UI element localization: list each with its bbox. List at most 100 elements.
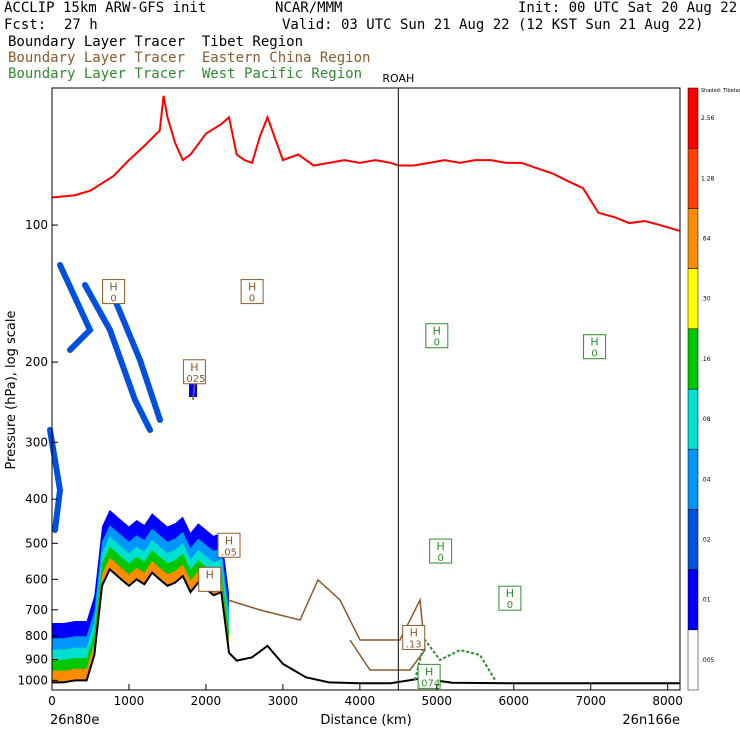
plume-band-4 xyxy=(52,557,230,683)
max-label-value-9: 0 xyxy=(437,553,443,564)
max-label-box-1 xyxy=(240,279,264,305)
colorbar-label-4: .08 xyxy=(701,416,711,423)
max-label-h-8: H xyxy=(590,336,598,349)
y-tick-label-0: 100 xyxy=(25,218,48,232)
y-tick-label-7: 800 xyxy=(25,629,48,643)
max-label-value-6: .074 xyxy=(418,678,440,689)
colorbar-label-9: 2.56 xyxy=(701,115,715,122)
x-tick-label-6: 6000 xyxy=(498,694,529,708)
init-time: Init: 00 UTC Sat 20 Aug 22 xyxy=(518,0,738,16)
max-label-box-5 xyxy=(402,624,426,650)
colorbar-label-1: .01 xyxy=(701,597,711,604)
org-label: NCAR/MMM xyxy=(275,0,343,16)
x-tick-label-0: 0 xyxy=(48,694,56,708)
fcst-label: Fcst: xyxy=(4,17,47,33)
colorbar-swatch-0 xyxy=(687,629,699,691)
tropopause-path xyxy=(51,95,681,232)
y-tick-label-9: 1000 xyxy=(17,673,48,687)
x-axis: 0 1000 2000 3000 4000 5000 6000 7000 8000 xyxy=(48,684,683,708)
x-tick-label-8: 8000 xyxy=(652,694,683,708)
colorbar-swatch-4 xyxy=(687,388,699,450)
x-axis-label: Distance (km) xyxy=(320,713,411,728)
y-tick-label-6: 700 xyxy=(25,603,48,617)
valid-time: Valid: 03 UTC Sun 21 Aug 22 (12 KST Sun … xyxy=(282,17,704,33)
legend-tibet: Boundary Layer Tracer Tibet Region xyxy=(8,34,304,50)
colorbar-label-5: .16 xyxy=(701,356,711,363)
legend-west-pacific: Boundary Layer Tracer West Pacific Regio… xyxy=(8,66,363,82)
model-title: ACCLIP 15km ARW-GFS init xyxy=(4,0,207,16)
max-label-h-2: H xyxy=(190,361,198,374)
station-name: ROAH xyxy=(382,72,414,85)
endpoint-left: 26n80e xyxy=(50,713,99,728)
y-tick-label-2: 300 xyxy=(25,435,48,449)
max-label-box-8 xyxy=(583,334,607,360)
plot-frame xyxy=(51,87,681,691)
y-tick-label-4: 500 xyxy=(25,536,48,550)
max-label-box-9 xyxy=(429,538,453,564)
colorbar-swatch-9 xyxy=(687,87,699,149)
max-label-value-0: 0 xyxy=(110,294,116,305)
tracer-filament-1 xyxy=(82,282,153,433)
colorbar-swatch-1 xyxy=(687,569,699,631)
colorbar-label-8: 1.28 xyxy=(701,175,715,182)
max-label-h-1: H xyxy=(248,281,256,294)
west-pacific-contour xyxy=(414,637,496,681)
max-label-box-4 xyxy=(198,566,222,592)
y-tick-label-5: 600 xyxy=(25,572,48,586)
x-tick-label-2: 2000 xyxy=(191,694,222,708)
tracer-plume xyxy=(47,262,230,683)
max-label-value-10: 0 xyxy=(507,600,513,611)
x-tick-label-5: 5000 xyxy=(422,694,453,708)
tracer-filament-3 xyxy=(47,427,64,533)
tracer-contours xyxy=(191,359,496,681)
tracer-filament-2 xyxy=(112,297,163,423)
colorbar-label-2: .02 xyxy=(701,537,711,544)
max-label-h-7: H xyxy=(433,325,441,338)
max-label-h-6: H xyxy=(425,665,433,678)
max-label-value-5: .13 xyxy=(406,639,422,650)
max-label-h-4: H xyxy=(206,568,214,581)
colorbar-swatch-5 xyxy=(687,328,699,390)
colorbar-swatch-8 xyxy=(687,147,699,209)
y-tick-label-3: 400 xyxy=(25,492,48,506)
terrain-line xyxy=(52,567,680,685)
max-label-box-3 xyxy=(217,532,241,558)
colorbar-swatch-3 xyxy=(687,448,699,510)
station-marker: ROAH xyxy=(382,72,414,690)
colorbar-swatch-2 xyxy=(687,509,699,570)
max-label-value-1: 0 xyxy=(249,294,255,305)
fcst-value: 27 h xyxy=(64,17,98,33)
x-tick-label-7: 7000 xyxy=(575,694,606,708)
max-label-h-5: H xyxy=(410,626,418,639)
colorbar-label-0: .005 xyxy=(701,657,715,664)
x-tick-label-1: 1000 xyxy=(114,694,145,708)
y-tick-label-8: 900 xyxy=(25,653,48,667)
max-label-box-6 xyxy=(417,663,441,689)
colorbar: .005 .01 .02 .04 .08 .16 .30 .64 1.28 2.56 Shaded:… xyxy=(687,87,740,691)
max-label-box-10 xyxy=(498,585,522,611)
max-label-value-8: 0 xyxy=(591,349,597,360)
eastern-china-contour xyxy=(227,578,426,671)
colorbar-label-6: .30 xyxy=(701,296,711,303)
tropopause-line xyxy=(51,95,681,232)
colorbar-swatch-7 xyxy=(687,208,699,269)
x-tick-label-3: 3000 xyxy=(268,694,299,708)
max-label-box-0 xyxy=(102,279,126,305)
max-label-h-3: H xyxy=(225,534,233,547)
colorbar-label-3: .04 xyxy=(701,476,711,483)
max-label-box-7 xyxy=(425,323,449,349)
terrain-path xyxy=(52,567,680,685)
max-label-value-3: .05 xyxy=(221,547,237,558)
endpoint-right: 26n166e xyxy=(622,713,680,728)
max-label-value-2: .025 xyxy=(183,374,205,385)
max-label-h-10: H xyxy=(506,587,514,600)
x-tick-label-4: 4000 xyxy=(345,694,376,708)
legend-eastern-china: Boundary Layer Tracer Eastern China Regi… xyxy=(8,50,371,66)
y-axis: 100 200 300 400 500 600 700 800 900 1000 xyxy=(17,218,58,687)
colorbar-swatch-6 xyxy=(687,268,699,330)
y-axis-label: Pressure (hPa), log scale xyxy=(4,311,19,470)
colorbar-title: Shaded: Tibetan tracer xyxy=(701,88,740,94)
max-label-box-2 xyxy=(182,359,206,385)
